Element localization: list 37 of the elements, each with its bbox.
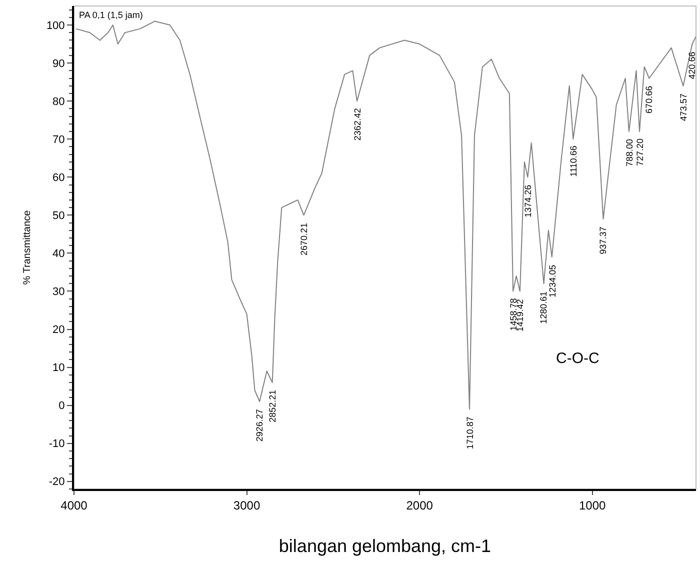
y-axis-title: % Transmittance bbox=[22, 210, 33, 285]
x-tick-label: 3000 bbox=[233, 498, 260, 512]
y-tick-label: 0 bbox=[58, 400, 65, 412]
y-tick-label: 100 bbox=[46, 20, 65, 32]
annotation: 670.66 bbox=[644, 86, 654, 114]
y-tick-label: 30 bbox=[52, 286, 65, 298]
y-tick-label: 10 bbox=[52, 362, 65, 374]
annotation: 1374.26 bbox=[523, 184, 534, 218]
annotation: 473.57 bbox=[678, 94, 688, 122]
annotation: 727.20 bbox=[635, 138, 645, 166]
y-tick-label: -20 bbox=[48, 476, 65, 488]
x-tick-label: 4000 bbox=[60, 498, 88, 512]
annotation: 1710.87 bbox=[464, 416, 475, 450]
x-tick-label: 1000 bbox=[578, 498, 606, 512]
x-axis-title: bilangan gelombang, cm-1 bbox=[278, 536, 492, 556]
annotation: 1110.66 bbox=[568, 146, 579, 177]
annotation: 2362.42 bbox=[352, 108, 362, 141]
annotation: 2670.21 bbox=[299, 222, 310, 256]
annotation: PA 0,1 (1,5 jam) bbox=[79, 10, 143, 20]
y-tick-label: -10 bbox=[48, 438, 65, 450]
annotation: 1419.42 bbox=[515, 299, 526, 332]
annotation: 937.37 bbox=[598, 226, 608, 254]
y-tick-label: 60 bbox=[52, 172, 65, 184]
annotation: C-O-C bbox=[556, 350, 600, 367]
y-tick-label: 40 bbox=[52, 248, 65, 260]
annotation: 420.66 bbox=[687, 52, 698, 80]
y-tick-label: 50 bbox=[52, 210, 65, 222]
y-tick-label: 80 bbox=[52, 96, 65, 108]
annotation: 2852.21 bbox=[267, 390, 278, 422]
y-tick-label: 70 bbox=[52, 134, 65, 146]
y-tick-label: 90 bbox=[52, 58, 65, 70]
x-tick-label: 2000 bbox=[406, 498, 434, 512]
annotation: 1234.05 bbox=[547, 264, 558, 298]
annotation: 788.00 bbox=[624, 138, 634, 166]
annotation: 2926.27 bbox=[254, 409, 265, 442]
y-tick-label: 20 bbox=[52, 324, 65, 336]
annotation: 1280.61 bbox=[538, 291, 549, 324]
